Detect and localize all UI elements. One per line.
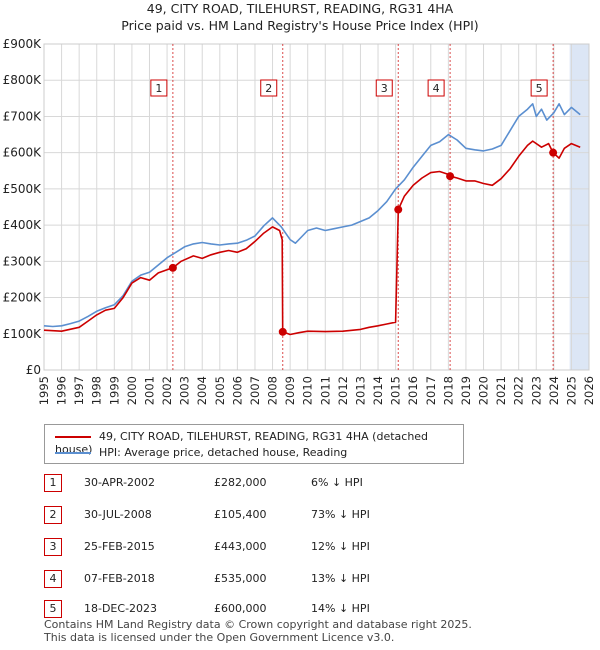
sale-point: [168, 263, 177, 272]
property-price-line: [43, 140, 581, 336]
sale-number-box: [530, 79, 548, 97]
x-tick-label: 2003: [178, 376, 192, 405]
sale-price: £600,000: [214, 602, 267, 615]
legend-label-hpi: HPI: Average price, detached house, Read…: [99, 446, 348, 459]
legend-swatch-hpi: [55, 452, 91, 454]
sale-number-badge: 1: [44, 474, 62, 492]
legend-item-hpi: HPI: Average price, detached house, Read…: [55, 446, 347, 459]
sale-number-label: 5: [536, 82, 543, 95]
price-chart: £0 £100K £200K £300K £400K £500K £600K £700K £80…: [3, 37, 596, 405]
sale-number-box: [375, 79, 393, 97]
chart-title-line2: Price paid vs. HM Land Registry's House …: [121, 18, 479, 33]
x-tick-label: 2021: [494, 376, 508, 405]
x-tick-label: 2026: [582, 376, 596, 405]
x-tick-label: 2010: [301, 376, 315, 405]
sale-number-label: 1: [155, 82, 162, 95]
legend-swatch-property: [55, 436, 91, 438]
sale-price: £443,000: [214, 540, 267, 553]
x-tick-label: 2012: [336, 376, 350, 405]
sale-number-box: [150, 79, 168, 97]
footer-copyright: Contains HM Land Registry data © Crown c…: [44, 618, 472, 631]
sale-point: [278, 327, 287, 336]
x-tick-label: 1995: [37, 376, 51, 405]
sale-number-label: 4: [433, 82, 440, 95]
table-row: 1 30-APR-2002 £282,000 6% ↓ HPI: [44, 473, 404, 493]
table-row: 4 07-FEB-2018 £535,000 13% ↓ HPI: [44, 569, 404, 589]
sale-hpi-diff: 14% ↓ HPI: [311, 602, 370, 615]
y-tick-label: £200K: [3, 291, 43, 305]
y-tick-label: £500K: [3, 182, 43, 196]
sale-date: 07-FEB-2018: [84, 572, 155, 585]
x-tick-label: 2005: [213, 376, 227, 405]
x-tick-label: 2000: [125, 376, 139, 405]
table-row: 2 30-JUL-2008 £105,400 73% ↓ HPI: [44, 505, 404, 525]
y-tick-label: £800K: [3, 73, 43, 87]
y-tick-label: £100K: [3, 327, 43, 341]
x-tick-label: 1996: [55, 376, 69, 405]
x-tick-label: 2004: [195, 376, 209, 405]
x-tick-label: 2017: [424, 376, 438, 405]
chart-title-line1: 49, CITY ROAD, TILEHURST, READING, RG31 …: [146, 1, 454, 16]
sale-number-badge: 2: [44, 506, 62, 524]
forecast-shade: [569, 44, 589, 370]
y-tick-label: £900K: [3, 37, 43, 51]
sale-price: £282,000: [214, 476, 267, 489]
plot-frame: [43, 43, 590, 371]
y-tick-label: £600K: [3, 146, 43, 160]
x-tick-label: 2025: [564, 376, 578, 405]
sale-date: 30-JUL-2008: [84, 508, 152, 521]
y-tick-label: £0: [26, 363, 41, 377]
x-tick-label: 2022: [512, 376, 526, 405]
sale-number-badge: 5: [44, 600, 62, 618]
sale-price: £105,400: [214, 508, 267, 521]
table-row: 3 25-FEB-2015 £443,000 12% ↓ HPI: [44, 537, 404, 557]
x-tick-label: 2015: [389, 376, 403, 405]
sale-hpi-diff: 73% ↓ HPI: [311, 508, 370, 521]
sale-number-badge: 4: [44, 570, 62, 588]
sale-number-box: [427, 79, 445, 97]
plot-area: [44, 44, 589, 370]
x-tick-label: 1999: [107, 376, 121, 405]
x-tick-label: 2009: [283, 376, 297, 405]
sale-hpi-diff: 13% ↓ HPI: [311, 572, 370, 585]
x-tick-label: 2006: [230, 376, 244, 405]
sale-number-label: 2: [265, 82, 272, 95]
sale-point: [446, 172, 455, 181]
y-tick-label: £400K: [3, 218, 43, 232]
x-tick-label: 2002: [160, 376, 174, 405]
y-tick-label: £700K: [3, 109, 43, 123]
x-tick-label: 2019: [459, 376, 473, 405]
x-tick-label: 2011: [318, 376, 332, 405]
footer: Contains HM Land Registry data © Crown c…: [44, 618, 472, 644]
x-tick-label: 2013: [353, 376, 367, 405]
sale-price: £535,000: [214, 572, 267, 585]
hpi-line: [43, 103, 581, 328]
legend: 49, CITY ROAD, TILEHURST, READING, RG31 …: [44, 424, 464, 464]
x-tick-label: 2007: [248, 376, 262, 405]
sale-number-label: 3: [381, 82, 388, 95]
x-tick-label: 2023: [529, 376, 543, 405]
sale-point: [549, 148, 558, 157]
sale-hpi-diff: 6% ↓ HPI: [311, 476, 363, 489]
y-tick-label: £300K: [3, 254, 43, 268]
sale-number-box: [260, 79, 278, 97]
x-tick-label: 2001: [142, 376, 156, 405]
footer-licence: This data is licensed under the Open Gov…: [44, 631, 395, 644]
x-tick-label: 2016: [406, 376, 420, 405]
sale-point: [394, 205, 403, 214]
table-row: 5 18-DEC-2023 £600,000 14% ↓ HPI: [44, 599, 404, 619]
x-tick-label: 2020: [477, 376, 491, 405]
x-tick-label: 2024: [547, 376, 561, 405]
x-tick-label: 1998: [90, 376, 104, 405]
x-tick-label: 1997: [72, 376, 86, 405]
x-tick-label: 2014: [371, 376, 385, 405]
x-tick-label: 2018: [441, 376, 455, 405]
sale-hpi-diff: 12% ↓ HPI: [311, 540, 370, 553]
sale-date: 25-FEB-2015: [84, 540, 155, 553]
sale-date: 30-APR-2002: [84, 476, 156, 489]
sale-date: 18-DEC-2023: [84, 602, 158, 615]
sale-number-badge: 3: [44, 538, 62, 556]
x-tick-label: 2008: [266, 376, 280, 405]
